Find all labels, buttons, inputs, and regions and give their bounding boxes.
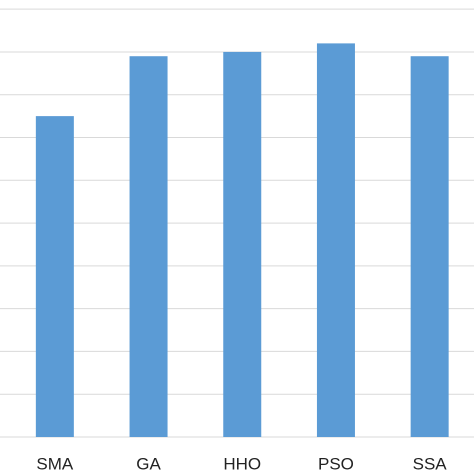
x-tick-label: GA [136, 454, 161, 473]
x-tick-label: HHO [223, 454, 261, 473]
x-tick-label: SSA [413, 454, 448, 473]
bar [410, 56, 449, 438]
x-tick-label: SMA [36, 454, 74, 473]
bar [129, 56, 168, 438]
bar [223, 51, 262, 438]
bar [35, 116, 74, 437]
bar [316, 43, 355, 438]
x-tick-label: PSO [318, 454, 354, 473]
